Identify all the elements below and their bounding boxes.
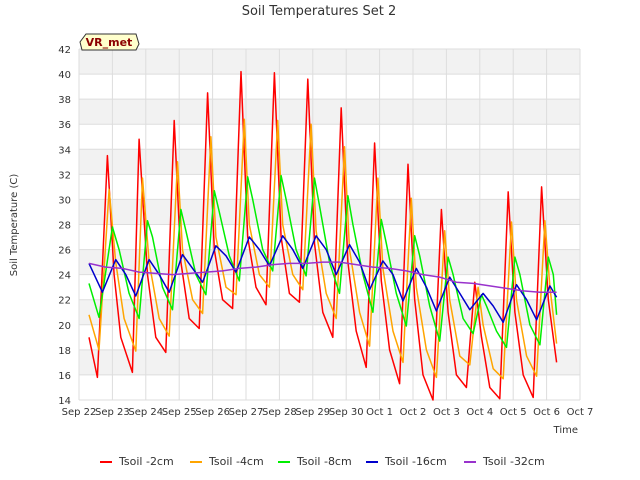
y-tick-label: 30 — [58, 195, 71, 206]
x-tick-label: Sep 28 — [262, 407, 297, 418]
y-tick-label: 16 — [58, 371, 71, 382]
y-tick-label: 32 — [58, 170, 71, 181]
y-tick-label: 40 — [58, 70, 71, 81]
y-tick-label: 18 — [58, 346, 71, 357]
x-tick-label: Sep 29 — [295, 407, 330, 418]
plot-band — [79, 199, 580, 225]
x-tick-label: Oct 1 — [366, 407, 393, 418]
station-badge-label: VR_met — [86, 36, 133, 49]
x-tick-label: Sep 25 — [162, 407, 197, 418]
x-tick-label: Oct 3 — [433, 407, 460, 418]
x-tick-label: Sep 26 — [195, 407, 230, 418]
x-tick-label: Sep 22 — [62, 407, 97, 418]
legend: Tsoil -2cm Tsoil -4cm Tsoil -8cm Tsoil -16c… — [100, 455, 545, 468]
series-line-3 — [88, 235, 558, 324]
y-axis-ticks: 14 16 18 20 22 24 26 28 30 32 34 36 38 40 42 — [58, 45, 71, 407]
y-tick-label: 24 — [58, 271, 71, 282]
y-tick-label: 36 — [58, 120, 71, 131]
x-tick-label: Sep 23 — [95, 407, 130, 418]
series-lines — [88, 70, 558, 401]
y-axis-label: Soil Temperature (C) — [9, 174, 20, 277]
chart-title: Soil Temperatures Set 2 — [242, 4, 397, 19]
x-axis-label: Time — [553, 425, 578, 436]
series-line-0 — [88, 70, 558, 401]
x-tick-label: Sep 24 — [128, 407, 163, 418]
y-tick-label: 38 — [58, 95, 71, 106]
grid-lines — [78, 48, 581, 401]
y-tick-label: 42 — [58, 45, 71, 56]
plot-band — [79, 99, 580, 125]
x-tick-label: Oct 5 — [500, 407, 527, 418]
legend-label: Tsoil -16cm — [384, 455, 447, 468]
plot-band — [79, 149, 580, 175]
y-tick-label: 34 — [58, 145, 71, 156]
x-tick-label: Sep 30 — [329, 407, 364, 418]
y-tick-label: 14 — [58, 396, 71, 407]
plot-band — [79, 349, 580, 375]
x-tick-label: Sep 27 — [229, 407, 264, 418]
x-tick-label: Oct 6 — [533, 407, 560, 418]
x-tick-label: Oct 2 — [400, 407, 427, 418]
y-tick-label: 22 — [58, 296, 71, 307]
y-tick-label: 26 — [58, 246, 71, 257]
y-tick-label: 20 — [58, 321, 71, 332]
x-tick-label: Oct 4 — [466, 407, 493, 418]
legend-label: Tsoil -4cm — [208, 455, 264, 468]
y-tick-label: 28 — [58, 221, 71, 232]
legend-label: Tsoil -2cm — [118, 455, 174, 468]
plot-band — [79, 49, 580, 75]
series-line-1 — [88, 118, 558, 380]
x-tick-label: Oct 7 — [567, 407, 594, 418]
series-line-4 — [88, 261, 557, 293]
legend-label: Tsoil -32cm — [482, 455, 545, 468]
legend-label: Tsoil -8cm — [296, 455, 352, 468]
station-badge: VR_met — [79, 33, 140, 51]
